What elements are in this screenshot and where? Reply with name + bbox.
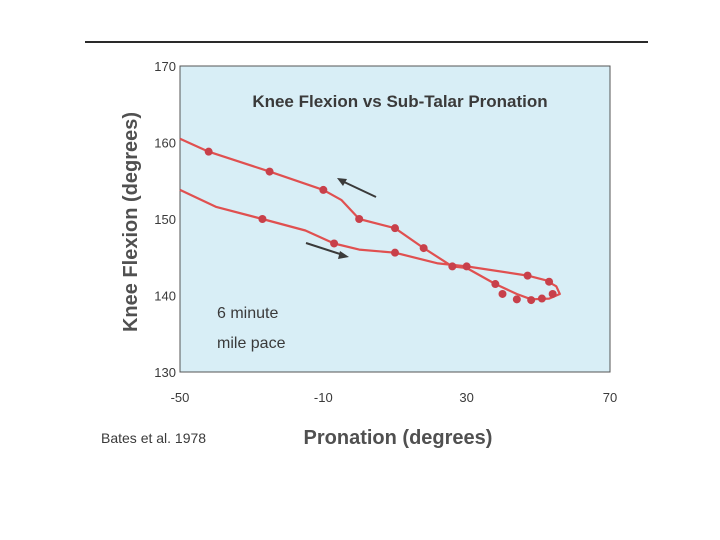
y-tick-label: 170 bbox=[154, 59, 176, 74]
source-citation: Bates et al. 1978 bbox=[101, 430, 206, 446]
data-point bbox=[498, 289, 507, 298]
data-point bbox=[537, 294, 546, 303]
data-point bbox=[491, 280, 500, 289]
data-point bbox=[204, 147, 213, 156]
y-tick-label: 150 bbox=[154, 212, 176, 227]
annotation-pace-line2: mile pace bbox=[217, 335, 286, 352]
y-tick-label: 130 bbox=[154, 365, 176, 380]
chart-title: Knee Flexion vs Sub-Talar Pronation bbox=[252, 92, 547, 111]
data-point bbox=[391, 224, 399, 233]
arrow-upper-left bbox=[341, 180, 377, 198]
x-tick-label: 70 bbox=[603, 390, 617, 405]
y-axis-label: Knee Flexion (degrees) bbox=[120, 112, 142, 332]
series-line bbox=[179, 137, 561, 301]
data-point bbox=[355, 215, 364, 223]
data-point bbox=[523, 271, 532, 280]
annotation-arrows bbox=[305, 178, 377, 259]
plot-area bbox=[179, 65, 611, 373]
x-tick-label: -10 bbox=[314, 390, 333, 405]
axis-tick-labels: -50 -10 30 70 130 140 150 160 170 bbox=[154, 59, 617, 405]
x-tick-label: 30 bbox=[459, 390, 473, 405]
data-point bbox=[419, 244, 428, 253]
data-point bbox=[448, 262, 457, 271]
y-tick-label: 140 bbox=[154, 289, 176, 304]
data-point bbox=[512, 295, 521, 304]
annotation-pace-line1: 6 minute bbox=[217, 305, 278, 322]
data-series bbox=[179, 137, 561, 305]
data-point bbox=[548, 289, 557, 298]
arrow-lower-right bbox=[305, 242, 344, 256]
data-point bbox=[330, 239, 339, 248]
data-point bbox=[265, 167, 274, 176]
data-point bbox=[258, 215, 267, 223]
arrowhead-lower-right bbox=[338, 251, 349, 259]
data-point bbox=[391, 248, 399, 257]
x-tick-label: -50 bbox=[171, 390, 190, 405]
data-point bbox=[527, 296, 536, 305]
data-point bbox=[462, 262, 471, 271]
y-tick-label: 160 bbox=[154, 136, 176, 151]
data-point bbox=[319, 185, 328, 194]
x-axis-label: Pronation (degrees) bbox=[304, 427, 493, 449]
arrowhead-upper-left bbox=[337, 178, 347, 186]
data-point bbox=[545, 277, 554, 286]
